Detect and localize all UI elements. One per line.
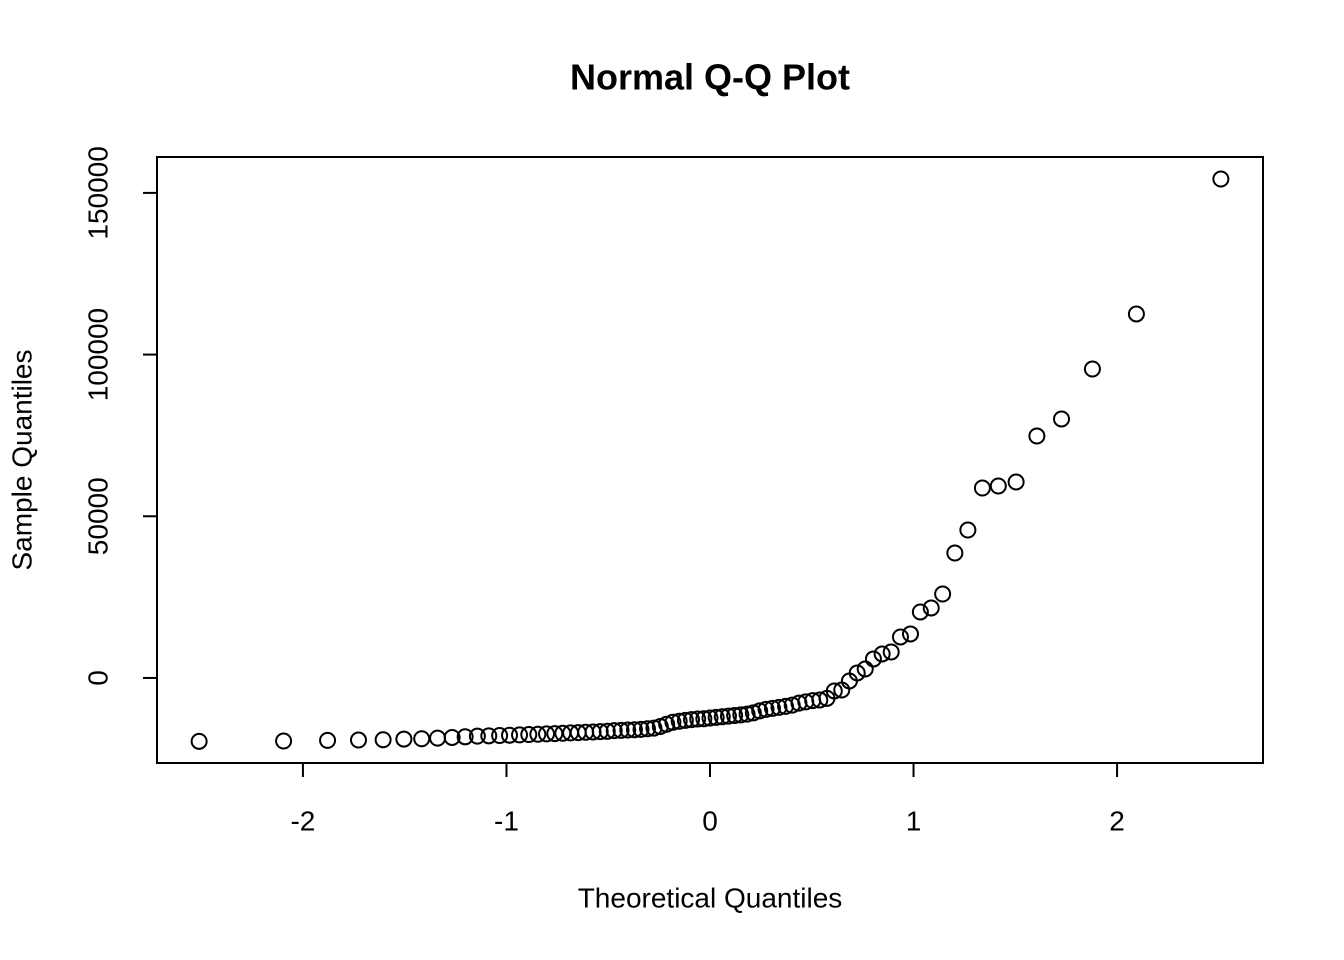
point — [811, 691, 829, 709]
point — [468, 727, 486, 745]
point — [934, 585, 952, 603]
x-tick-label: 2 — [1109, 805, 1125, 836]
point — [901, 625, 919, 643]
point — [374, 731, 392, 749]
point — [713, 708, 731, 726]
y-tick-label: 100000 — [82, 308, 113, 401]
x-tick-label: -2 — [290, 805, 315, 836]
point — [632, 720, 650, 738]
y-tick-label: 150000 — [82, 146, 113, 239]
point — [726, 706, 744, 724]
point — [695, 710, 713, 728]
point — [922, 599, 940, 617]
point — [605, 722, 623, 740]
chart-title: Normal Q-Q Plot — [570, 57, 850, 98]
point — [190, 732, 208, 750]
point — [946, 544, 964, 562]
point — [676, 711, 694, 729]
point — [683, 711, 701, 729]
point — [645, 719, 663, 737]
point — [456, 728, 474, 746]
point — [625, 721, 643, 739]
point — [612, 721, 630, 739]
point — [529, 725, 547, 743]
point — [598, 722, 616, 740]
point — [491, 727, 509, 745]
point — [520, 726, 538, 744]
point — [989, 477, 1007, 495]
x-tick-label: -1 — [494, 805, 519, 836]
point — [619, 721, 637, 739]
point — [349, 731, 367, 749]
point — [639, 720, 657, 738]
point — [1127, 305, 1145, 323]
point — [1083, 360, 1101, 378]
plot-box — [156, 156, 1264, 764]
point — [429, 729, 447, 747]
point — [501, 726, 519, 744]
y-tick-label: 50000 — [82, 477, 113, 555]
point — [275, 732, 293, 750]
point — [1212, 170, 1230, 188]
point — [719, 707, 737, 725]
point — [732, 706, 750, 724]
point — [1053, 410, 1071, 428]
point — [864, 650, 882, 668]
point — [413, 730, 431, 748]
point — [670, 712, 688, 730]
point — [319, 731, 337, 749]
point — [480, 727, 498, 745]
y-tick-label: 0 — [82, 670, 113, 686]
point — [538, 725, 556, 743]
point — [689, 710, 707, 728]
point — [848, 664, 866, 682]
point — [911, 603, 929, 621]
point — [959, 521, 977, 539]
point — [511, 726, 529, 744]
x-axis-label: Theoretical Quantiles — [578, 882, 843, 913]
x-tick-label: 1 — [906, 805, 922, 836]
point — [973, 479, 991, 497]
point — [701, 709, 719, 727]
point — [825, 682, 843, 700]
point — [770, 698, 788, 716]
point — [443, 728, 461, 746]
point — [873, 645, 891, 663]
point — [1028, 427, 1046, 445]
point — [891, 628, 909, 646]
point — [1007, 473, 1025, 491]
point — [757, 700, 775, 718]
point — [395, 730, 413, 748]
point — [856, 660, 874, 678]
y-axis-label: Sample Quantiles — [6, 349, 37, 570]
point — [738, 705, 756, 723]
point — [882, 643, 900, 661]
x-tick-label: 0 — [702, 805, 718, 836]
point — [751, 702, 769, 720]
point — [664, 713, 682, 731]
point — [707, 708, 725, 726]
point — [763, 699, 781, 717]
